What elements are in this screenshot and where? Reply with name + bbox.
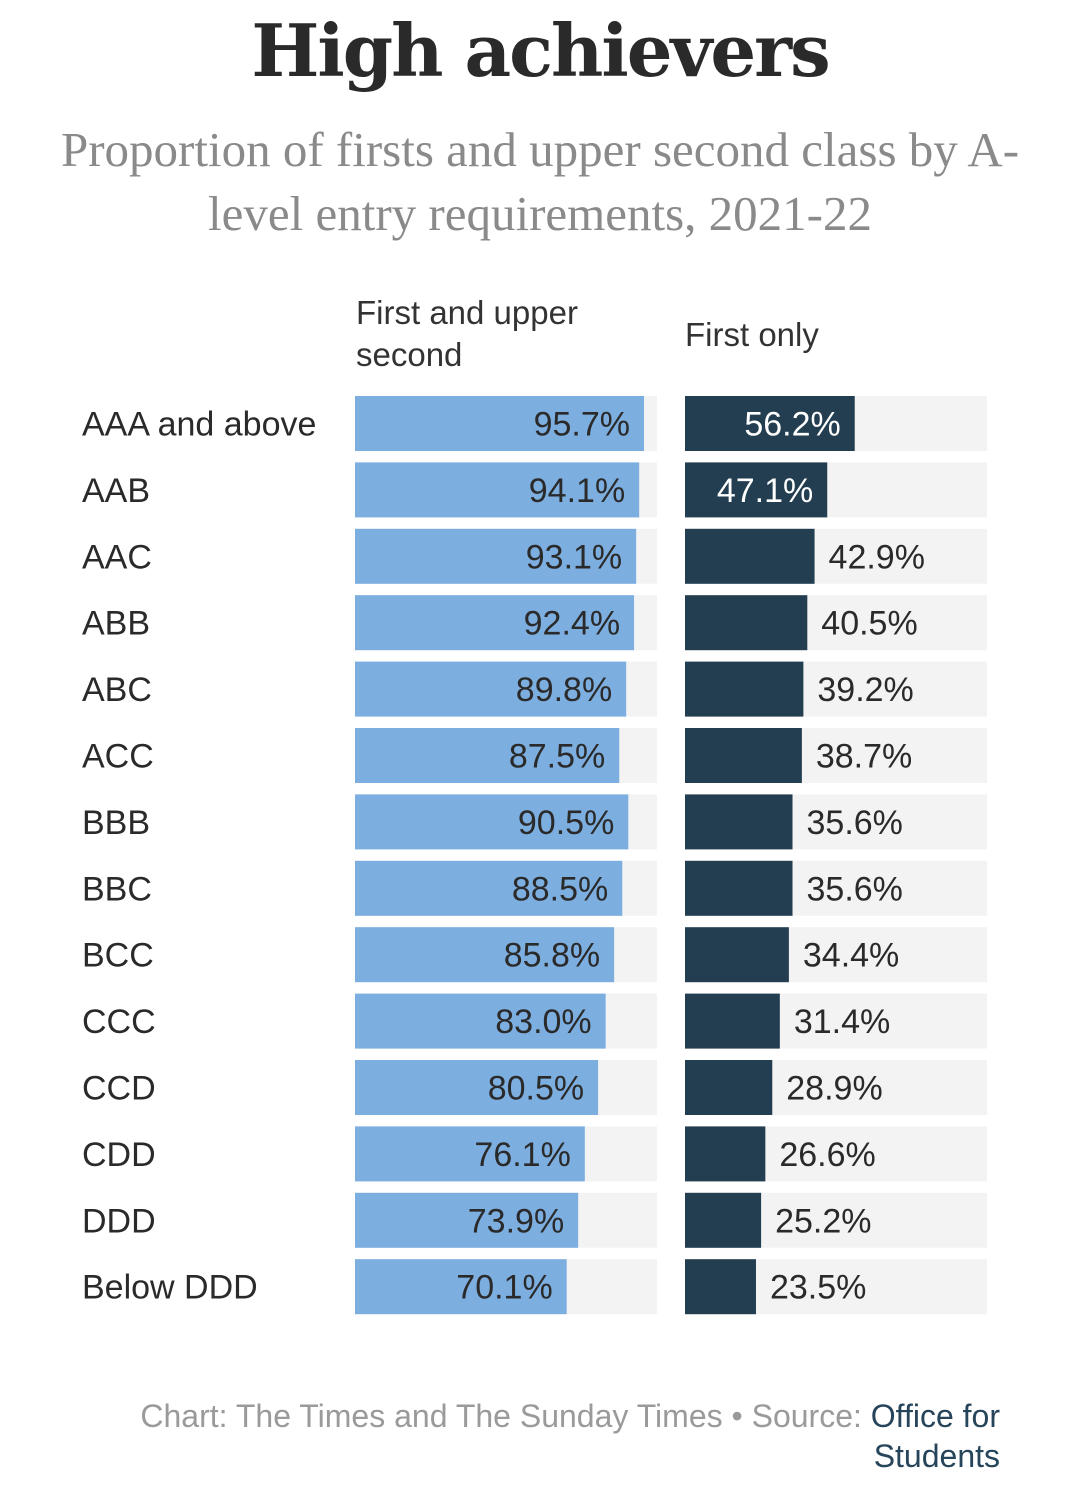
bar-first-upper xyxy=(355,860,623,916)
value-label-first-upper: 83.0% xyxy=(495,1003,591,1041)
value-label-first-only: 40.5% xyxy=(821,605,917,643)
row-label: BBC xyxy=(82,870,152,908)
value-label-first-upper: 76.1% xyxy=(474,1136,570,1174)
bar-first-upper xyxy=(355,396,645,451)
column-header-first-and-upper: First and upper second xyxy=(356,294,578,373)
bar-first-only xyxy=(685,1259,756,1315)
footer: Chart: The Times and The Sunday Times • … xyxy=(80,1396,1000,1476)
bar-first-only xyxy=(685,1060,773,1115)
bar-first-upper xyxy=(355,794,629,850)
row-label: ABC xyxy=(82,671,152,709)
bar-first-only xyxy=(685,993,780,1049)
bar-first-upper xyxy=(355,462,640,518)
value-label-first-only: 31.4% xyxy=(794,1003,890,1041)
bar-first-upper xyxy=(355,1259,567,1315)
value-label-first-upper: 92.4% xyxy=(524,605,620,643)
row-label: CCC xyxy=(82,1003,156,1041)
value-label-first-only: 28.9% xyxy=(786,1070,882,1108)
bar-first-upper xyxy=(355,661,627,717)
bar-first-upper xyxy=(355,1060,599,1115)
row-label: AAB xyxy=(82,472,150,510)
bar-first-only xyxy=(685,396,855,451)
value-label-first-only: 34.4% xyxy=(803,937,899,975)
value-label-first-upper: 89.8% xyxy=(516,671,612,709)
bar-first-only xyxy=(685,1192,762,1248)
value-label-first-upper: 94.1% xyxy=(529,472,625,510)
row-label: ABB xyxy=(82,605,150,643)
source-link[interactable]: Office for Students xyxy=(870,1398,1000,1474)
value-label-first-only: 47.1% xyxy=(717,472,813,510)
bar-first-upper xyxy=(355,728,620,783)
value-label-first-only: 38.7% xyxy=(816,738,912,776)
chart-title: High achievers xyxy=(251,8,830,93)
value-label-first-upper: 85.8% xyxy=(504,937,600,975)
bar-first-upper xyxy=(355,1126,585,1182)
row-label: AAC xyxy=(82,538,152,576)
bar-first-only xyxy=(685,528,815,584)
source-label: Source: xyxy=(751,1398,862,1434)
value-label-first-upper: 88.5% xyxy=(512,870,608,908)
bar-first-only xyxy=(685,661,804,717)
value-label-first-upper: 73.9% xyxy=(468,1202,564,1240)
value-label-first-only: 39.2% xyxy=(817,671,913,709)
value-label-first-upper: 70.1% xyxy=(456,1269,552,1307)
column-header-first-only: First only xyxy=(685,316,819,353)
chart-subtitle: Proportion of firsts and upper second cl… xyxy=(60,122,1020,241)
bar-first-only xyxy=(685,728,802,783)
bar-first-only xyxy=(685,860,793,916)
row-label: CDD xyxy=(82,1136,156,1174)
bar-first-only xyxy=(685,462,828,518)
value-label-first-only: 35.6% xyxy=(807,870,903,908)
row-label: Below DDD xyxy=(82,1269,258,1307)
value-label-first-only: 26.6% xyxy=(779,1136,875,1174)
chart-credit: Chart: The Times and The Sunday Times xyxy=(140,1398,723,1434)
value-label-first-only: 25.2% xyxy=(775,1202,871,1240)
bar-first-only xyxy=(685,927,789,983)
value-label-first-only: 35.6% xyxy=(807,804,903,842)
bar-first-only xyxy=(685,794,793,850)
value-label-first-upper: 80.5% xyxy=(488,1070,584,1108)
bar-first-upper xyxy=(355,528,637,584)
row-label: ACC xyxy=(82,738,154,776)
bar-first-upper xyxy=(355,927,615,983)
row-label: AAA and above xyxy=(82,406,316,444)
bar-first-upper xyxy=(355,595,635,651)
value-label-first-upper: 93.1% xyxy=(526,538,622,576)
value-label-first-upper: 87.5% xyxy=(509,738,605,776)
footer-separator: • xyxy=(731,1398,743,1434)
value-label-first-only: 42.9% xyxy=(829,538,925,576)
value-label-first-upper: 95.7% xyxy=(534,406,630,444)
row-label: DDD xyxy=(82,1202,156,1240)
bar-first-only xyxy=(685,595,808,651)
bar-first-upper xyxy=(355,1192,579,1248)
value-label-first-only: 56.2% xyxy=(744,406,840,444)
bar-first-upper xyxy=(355,993,606,1049)
value-label-first-upper: 90.5% xyxy=(518,804,614,842)
row-label: BBB xyxy=(82,804,150,842)
row-label: BCC xyxy=(82,937,154,975)
row-label: CCD xyxy=(82,1070,156,1108)
value-label-first-only: 23.5% xyxy=(770,1269,866,1307)
bar-first-only xyxy=(685,1126,766,1182)
